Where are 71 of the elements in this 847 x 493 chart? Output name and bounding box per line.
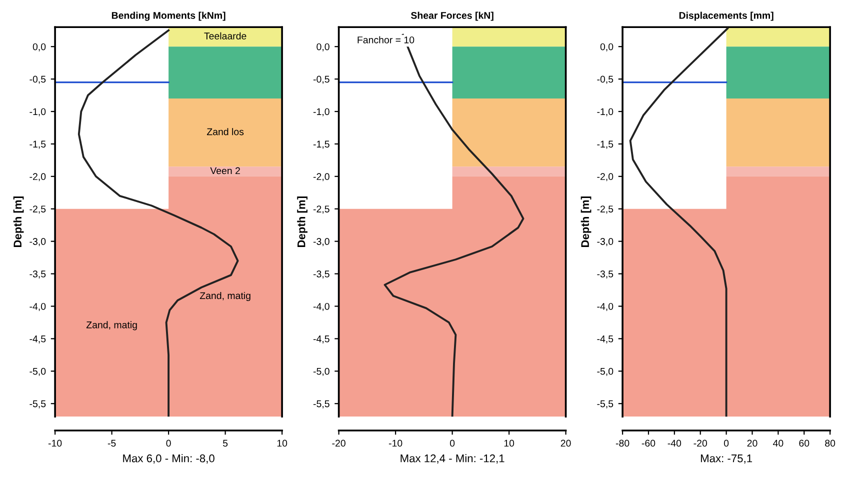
- x-tick-label: 20: [747, 440, 758, 447]
- y-tick-label: -1,0: [30, 108, 46, 116]
- y-tick-label: -4,5: [597, 336, 614, 344]
- y-tick-label: -2,5: [313, 206, 330, 214]
- y-tick-label: -3,5: [30, 270, 46, 279]
- x-tick-label: -20: [694, 440, 708, 447]
- x-tick-label: -80: [616, 440, 630, 447]
- y-tick-label: 0,0: [316, 43, 330, 52]
- y-tick-label: -5,0: [313, 368, 330, 376]
- band-label: Teelaarde: [204, 32, 246, 40]
- chart-title: Shear Forces [kN]: [410, 12, 494, 21]
- y-tick-label: -5,0: [597, 368, 614, 376]
- y-tick-label: -5,0: [30, 368, 46, 376]
- y-axis-title: Depth [m]: [13, 196, 24, 248]
- x-tick-label: -5: [108, 440, 116, 447]
- band-label: Veen 2: [210, 167, 240, 174]
- x-tick-label: -20: [332, 440, 346, 447]
- y-tick-label: -3,0: [30, 238, 46, 246]
- y-tick-label: -0,5: [30, 76, 46, 84]
- x-tick-label: -10: [48, 440, 62, 447]
- y-tick-label: 0,0: [600, 43, 614, 52]
- x-tick-label: -60: [642, 440, 656, 447]
- y-tick-label: -2,0: [30, 173, 46, 182]
- x-tick-label: 0: [166, 440, 171, 447]
- y-tick-label: -4,0: [30, 302, 46, 311]
- y-tick-label: -2,5: [30, 206, 46, 214]
- line-series: [629, 27, 729, 417]
- band-label: Zand los: [206, 128, 244, 136]
- y-tick-label: -1,5: [597, 140, 614, 149]
- x-axis-title: Max 6,0 - Min: -8,0: [123, 454, 214, 464]
- y-tick-label: -2,0: [313, 173, 330, 182]
- y-tick-label: -3,0: [597, 238, 614, 246]
- band-label: Zand, matig: [200, 292, 250, 302]
- x-tick-label: 10: [504, 440, 514, 447]
- x-tick-label: 60: [799, 440, 810, 447]
- chart-title: Bending Moments [kNm]: [112, 12, 226, 21]
- y-tick-label: -2,5: [597, 206, 614, 214]
- y-tick-label: -5,5: [313, 400, 330, 408]
- y-tick-label: -4,5: [30, 336, 46, 344]
- y-tick-label: -3,5: [597, 270, 614, 279]
- band-label: Zand, matig: [86, 321, 137, 330]
- y-tick-label: -1,0: [313, 108, 330, 116]
- y-tick-label: -1,5: [313, 140, 330, 149]
- x-tick-label: 40: [773, 440, 784, 447]
- x-tick-label: 80: [825, 440, 836, 447]
- x-tick-label: 10: [277, 440, 288, 447]
- x-tick-label: 5: [222, 440, 228, 447]
- y-tick-label: -3,5: [313, 270, 330, 279]
- x-axis-title: Max: -75,1: [700, 454, 752, 464]
- y-tick-label: -4,0: [313, 302, 330, 311]
- y-tick-label: -3,0: [313, 238, 330, 246]
- y-tick-label: -2,0: [597, 173, 614, 182]
- x-tick-label: 0: [724, 440, 729, 447]
- x-tick-label: -40: [668, 440, 682, 447]
- x-tick-label: 0: [450, 440, 455, 447]
- y-tick-label: -1,5: [30, 140, 46, 149]
- y-tick-label: -5,5: [597, 400, 614, 408]
- y-tick-label: -0,5: [597, 76, 614, 84]
- y-axis-title: Depth [m]: [580, 196, 592, 248]
- y-tick-label: 0,0: [32, 43, 46, 52]
- y-tick-label: -4,5: [313, 336, 330, 344]
- x-tick-label: -10: [388, 440, 402, 447]
- y-tick-label: -1,0: [597, 108, 614, 116]
- y-tick-label: -5,5: [30, 400, 46, 408]
- y-tick-label: -4,0: [597, 302, 614, 311]
- chart-title: Displacements [mm]: [679, 12, 774, 21]
- annotation: Fanchor = 10: [358, 36, 414, 44]
- x-axis-title: Max 12,4 - Min: -12,1: [400, 454, 504, 464]
- y-axis-title: Depth [m]: [297, 196, 308, 248]
- y-tick-label: -0,5: [313, 76, 330, 84]
- x-tick-label: 20: [560, 440, 571, 447]
